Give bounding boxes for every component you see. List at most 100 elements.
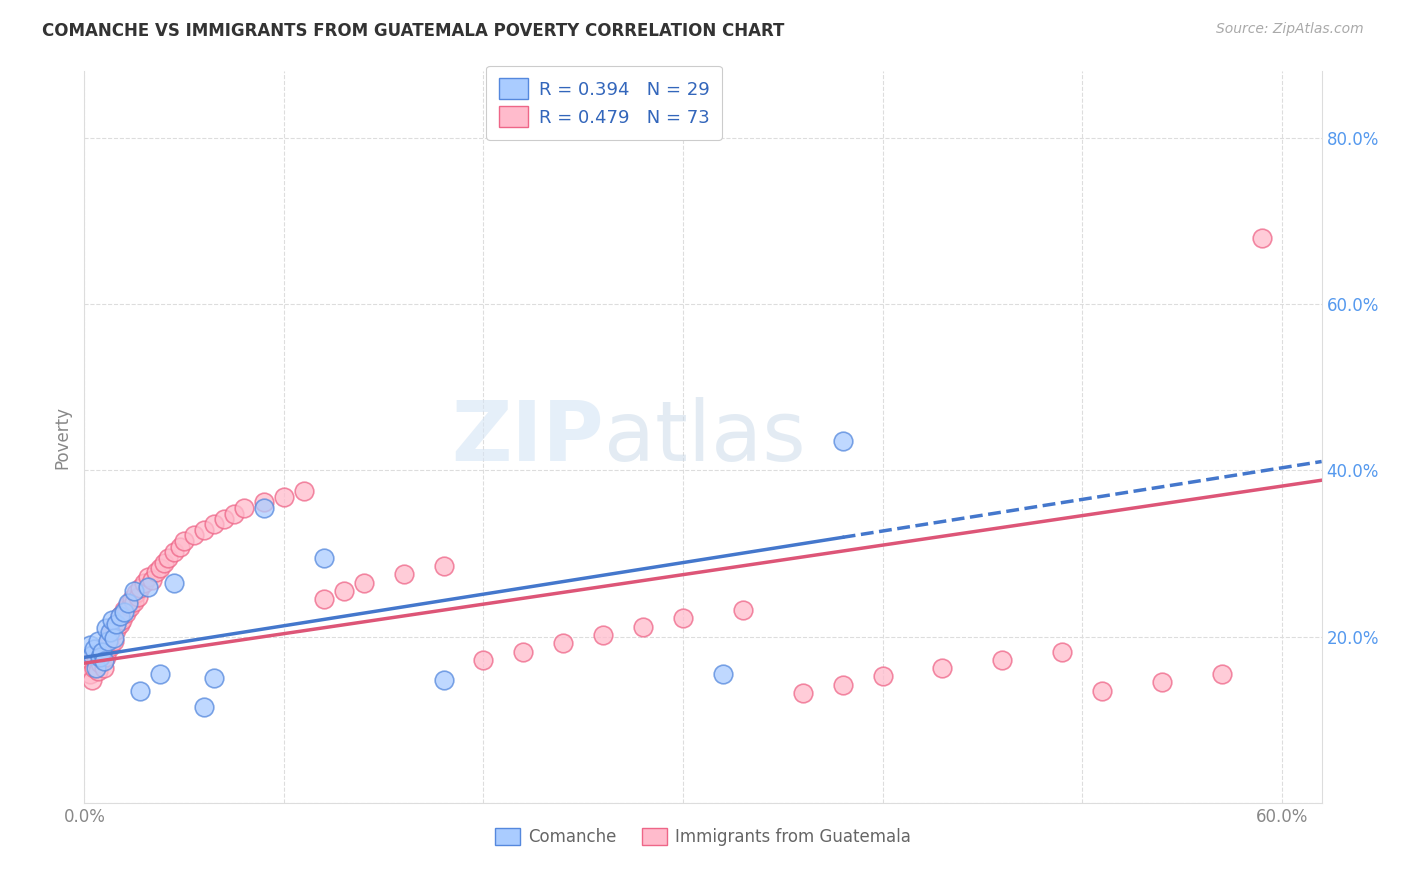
Point [1150, 675, 1173, 690]
Point [93, 655, 115, 669]
Point [312, 550, 335, 565]
Point [253, 500, 276, 515]
Point [117, 596, 139, 610]
Point [83, 642, 105, 657]
Point [253, 495, 276, 509]
Point [193, 700, 215, 714]
Point [553, 636, 575, 650]
Point [432, 673, 454, 687]
Point [83, 661, 105, 675]
Point [931, 661, 953, 675]
Point [136, 570, 159, 584]
Point [96, 621, 118, 635]
Point [77, 658, 100, 673]
Point [125, 586, 148, 600]
Point [105, 617, 128, 632]
Point [312, 592, 335, 607]
Point [86, 655, 108, 669]
Point [87, 633, 110, 648]
Point [98, 625, 121, 640]
Point [183, 528, 205, 542]
Point [273, 490, 295, 504]
Point [592, 628, 614, 642]
Point [127, 590, 149, 604]
Point [110, 608, 132, 623]
Point [96, 650, 118, 665]
Point [1050, 644, 1073, 658]
Point [193, 523, 215, 537]
Point [98, 640, 121, 654]
Point [212, 511, 235, 525]
Point [115, 607, 138, 621]
Point [103, 632, 125, 646]
Y-axis label: Poverty: Poverty [53, 406, 72, 468]
Point [83, 650, 105, 665]
Point [129, 683, 152, 698]
Point [111, 613, 134, 627]
Point [157, 550, 180, 565]
Point [153, 557, 176, 571]
Point [89, 656, 111, 670]
Point [233, 500, 256, 515]
Point [163, 575, 186, 590]
Point [120, 600, 142, 615]
Point [792, 686, 814, 700]
Point [392, 567, 415, 582]
Point [112, 603, 135, 617]
Point [121, 592, 143, 607]
Point [122, 594, 145, 608]
Point [1091, 683, 1114, 698]
Text: atlas: atlas [605, 397, 806, 477]
Text: COMANCHE VS IMMIGRANTS FROM GUATEMALA POVERTY CORRELATION CHART: COMANCHE VS IMMIGRANTS FROM GUATEMALA PO… [42, 22, 785, 40]
Point [292, 484, 315, 499]
Point [149, 667, 172, 681]
Point [991, 653, 1014, 667]
Text: ZIP: ZIP [451, 397, 605, 477]
Point [134, 575, 156, 590]
Point [79, 667, 101, 681]
Point [82, 648, 104, 662]
Point [145, 565, 167, 579]
Point [202, 517, 225, 532]
Point [91, 644, 114, 658]
Point [93, 642, 115, 657]
Point [202, 671, 225, 685]
Point [512, 644, 534, 658]
Point [333, 583, 356, 598]
Point [731, 603, 754, 617]
Point [101, 625, 124, 640]
Point [831, 678, 853, 692]
Point [222, 507, 245, 521]
Point [432, 558, 454, 573]
Point [110, 608, 132, 623]
Point [107, 615, 129, 629]
Point [631, 619, 654, 633]
Point [87, 665, 110, 679]
Point [91, 648, 114, 662]
Point [89, 650, 111, 665]
Legend: Comanche, Immigrants from Guatemala: Comanche, Immigrants from Guatemala [488, 822, 918, 853]
Point [872, 669, 894, 683]
Point [711, 667, 734, 681]
Point [169, 540, 191, 554]
Point [101, 613, 124, 627]
Point [163, 545, 186, 559]
Point [82, 673, 104, 687]
Point [86, 661, 108, 675]
Point [141, 573, 163, 587]
Point [79, 638, 101, 652]
Point [97, 633, 120, 648]
Point [1250, 230, 1272, 244]
Point [173, 533, 195, 548]
Point [136, 580, 159, 594]
Point [112, 605, 135, 619]
Point [1211, 667, 1233, 681]
Text: Source: ZipAtlas.com: Source: ZipAtlas.com [1216, 22, 1364, 37]
Point [122, 583, 145, 598]
Point [472, 653, 495, 667]
Point [353, 575, 375, 590]
Point [149, 561, 172, 575]
Point [672, 611, 695, 625]
Point [117, 598, 139, 612]
Point [98, 630, 121, 644]
